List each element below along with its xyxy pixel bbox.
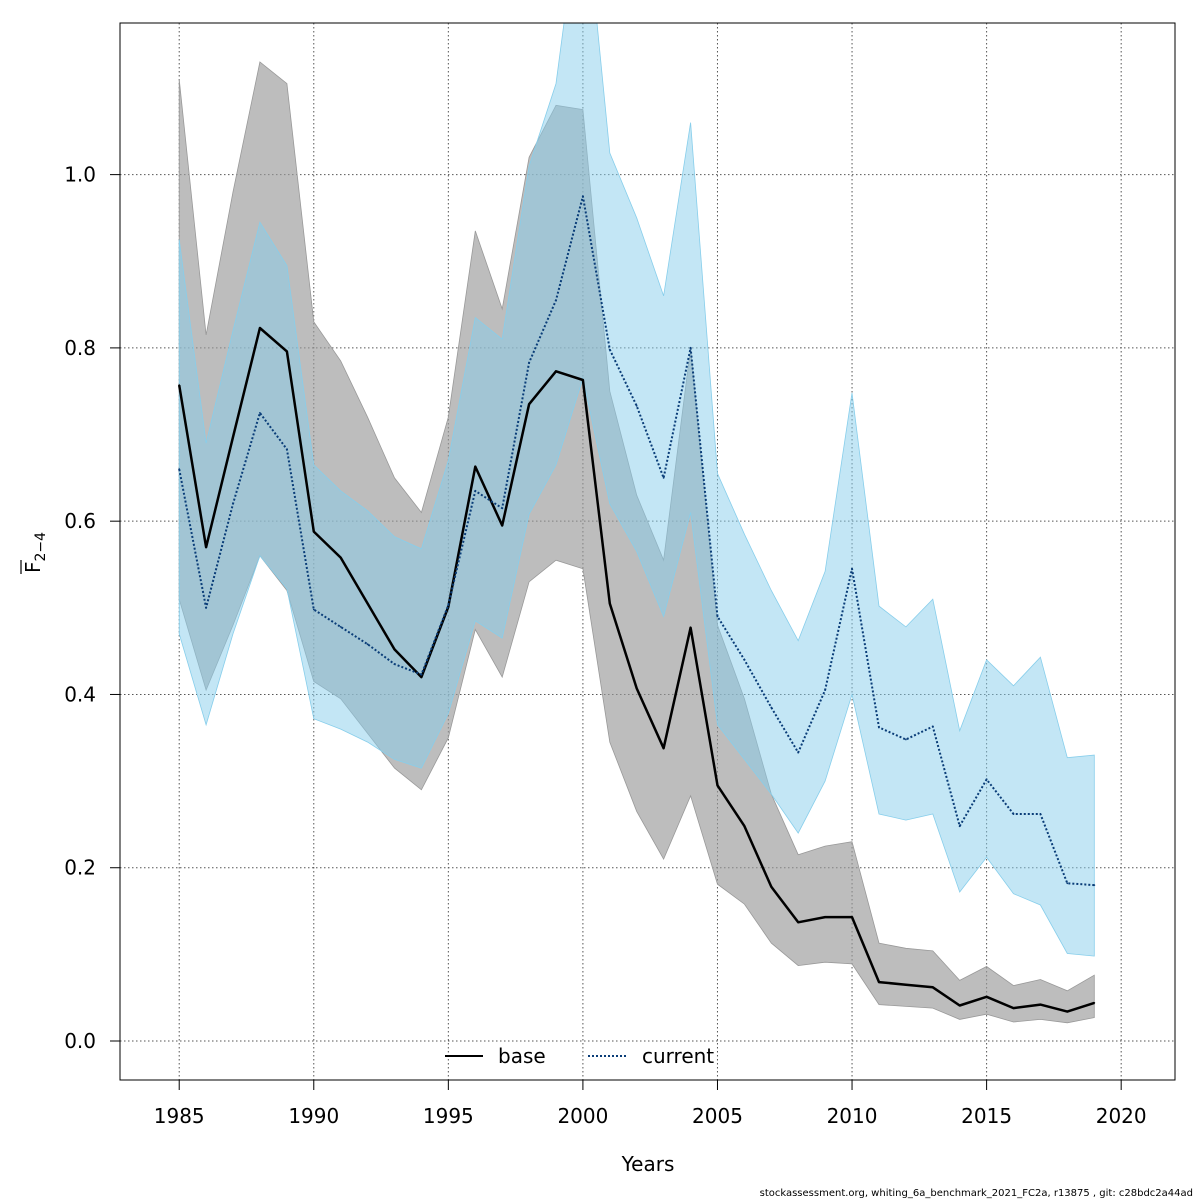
point-base bbox=[555, 370, 557, 373]
point-current bbox=[1012, 813, 1015, 815]
x-tick-label: 1990 bbox=[288, 1104, 339, 1128]
point-current bbox=[393, 663, 396, 665]
point-current bbox=[501, 507, 504, 510]
point-base bbox=[635, 687, 638, 690]
point-base bbox=[528, 403, 530, 406]
y-axis: 0.0 0.2 0.4 0.6 0.8 1.0 bbox=[64, 163, 120, 1053]
point-base bbox=[824, 916, 826, 918]
x-tick-label: 1985 bbox=[154, 1104, 205, 1128]
y-tick-label: 0.2 bbox=[64, 856, 96, 880]
point-base bbox=[582, 379, 584, 381]
point-current bbox=[447, 604, 450, 607]
point-current bbox=[259, 412, 261, 414]
x-tick-label: 1995 bbox=[423, 1104, 474, 1128]
point-current bbox=[635, 405, 638, 407]
point-current bbox=[528, 361, 530, 364]
point-base bbox=[958, 1004, 961, 1007]
point-current bbox=[689, 347, 692, 349]
footer-text: stockassessment.org, whiting_6a_benchmar… bbox=[760, 1188, 1193, 1199]
point-current bbox=[366, 643, 369, 646]
point-base bbox=[474, 465, 477, 468]
x-tick-label: 2015 bbox=[961, 1104, 1012, 1128]
point-current bbox=[1039, 813, 1042, 815]
point-base bbox=[716, 784, 719, 787]
point-base bbox=[366, 602, 369, 605]
point-base bbox=[312, 530, 315, 533]
x-axis-title: Years bbox=[621, 1152, 675, 1176]
x-tick-label: 2020 bbox=[1096, 1104, 1147, 1128]
y-tick-label: 0.6 bbox=[64, 509, 96, 533]
svg-text:F2−4: F2−4 bbox=[21, 532, 49, 573]
y-tick-label: 0.8 bbox=[64, 336, 96, 360]
point-current bbox=[958, 825, 961, 827]
point-base bbox=[608, 602, 611, 605]
legend-label-base: base bbox=[498, 1044, 546, 1068]
point-base bbox=[770, 885, 773, 888]
x-tick-label: 2010 bbox=[827, 1104, 878, 1128]
y-axis-title-sub: 2−4 bbox=[33, 532, 49, 562]
band-current bbox=[178, 23, 1095, 957]
point-current bbox=[931, 725, 934, 728]
legend-label-current: current bbox=[642, 1044, 714, 1068]
point-current bbox=[662, 477, 665, 479]
point-current bbox=[1093, 884, 1096, 886]
x-tick-label: 2005 bbox=[692, 1104, 743, 1128]
y-tick-label: 1.0 bbox=[64, 163, 96, 187]
point-base bbox=[878, 981, 880, 983]
legend: base current bbox=[445, 1044, 714, 1068]
point-base bbox=[931, 986, 934, 989]
point-current bbox=[824, 689, 826, 691]
point-base bbox=[1012, 1007, 1015, 1009]
x-axis: 1985 1990 1995 2000 2005 2010 2015 2020 bbox=[154, 1079, 1147, 1128]
point-base bbox=[985, 995, 988, 998]
point-current bbox=[582, 195, 584, 198]
point-current bbox=[851, 567, 853, 570]
point-base bbox=[1039, 1003, 1042, 1006]
point-base bbox=[905, 983, 907, 986]
point-current bbox=[743, 658, 746, 661]
series-lines bbox=[177, 195, 1096, 1013]
point-current bbox=[339, 626, 342, 628]
point-base bbox=[743, 825, 746, 827]
point-current bbox=[985, 778, 988, 781]
point-current bbox=[1066, 882, 1069, 885]
point-base bbox=[1066, 1010, 1069, 1013]
point-base bbox=[205, 546, 208, 549]
point-current bbox=[205, 606, 208, 609]
point-current bbox=[878, 726, 880, 729]
point-base bbox=[689, 626, 692, 629]
y-tick-label: 0.4 bbox=[64, 682, 96, 706]
point-base bbox=[1093, 1002, 1096, 1004]
y-axis-title: F2−4 bbox=[20, 532, 49, 574]
point-current bbox=[178, 468, 181, 471]
point-base bbox=[797, 921, 800, 924]
confidence-bands bbox=[178, 23, 1095, 1024]
y-axis-title-main: F bbox=[21, 561, 45, 573]
y-tick-label: 0.0 bbox=[64, 1029, 96, 1053]
point-base bbox=[662, 747, 665, 750]
point-base bbox=[259, 327, 261, 329]
point-base bbox=[286, 350, 288, 353]
point-base bbox=[393, 648, 396, 651]
point-current bbox=[770, 706, 773, 709]
point-current bbox=[474, 490, 477, 492]
point-current bbox=[420, 673, 423, 676]
x-tick-label: 2000 bbox=[557, 1104, 608, 1128]
point-current bbox=[797, 751, 800, 754]
point-base bbox=[339, 556, 342, 559]
point-current bbox=[905, 738, 907, 741]
point-base bbox=[851, 916, 853, 918]
point-current bbox=[312, 608, 315, 611]
point-base bbox=[178, 384, 181, 387]
point-current bbox=[716, 615, 719, 618]
point-base bbox=[420, 676, 423, 678]
point-current bbox=[608, 348, 611, 351]
point-base bbox=[232, 436, 234, 438]
point-base bbox=[501, 524, 504, 527]
point-current bbox=[286, 448, 288, 451]
point-current bbox=[232, 502, 234, 505]
line-current bbox=[178, 195, 1095, 887]
point-current bbox=[555, 299, 557, 302]
